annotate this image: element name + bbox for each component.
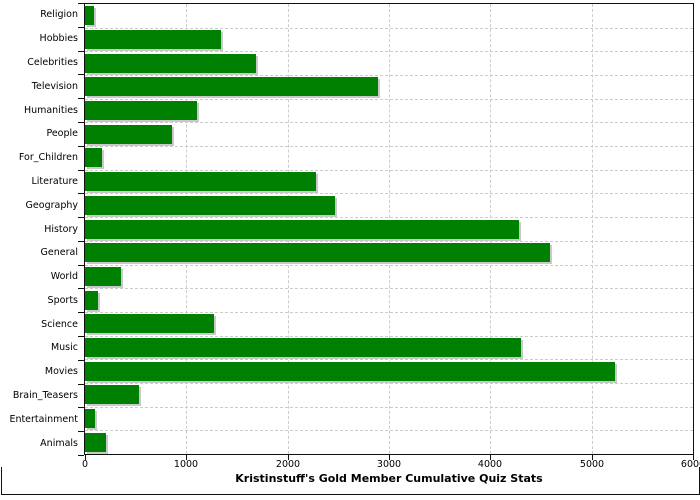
x-tick-0 <box>85 455 86 460</box>
bar-brain_teasers <box>85 385 139 404</box>
x-tick-1000 <box>186 455 187 460</box>
gridline-horizontal-7 <box>85 170 693 171</box>
y-label-people: People <box>46 128 78 139</box>
gridline-horizontal-13 <box>85 312 693 313</box>
y-label-brain_teasers: Brain_Teasers <box>12 390 78 401</box>
gridline-horizontal-12 <box>85 288 693 289</box>
chart-title: Kristinstuff's Gold Member Cumulative Qu… <box>235 472 543 485</box>
y-label-for_children: For_Children <box>18 152 78 163</box>
y-label-geography: Geography <box>25 200 78 211</box>
y-label-hobbies: Hobbies <box>39 33 78 44</box>
gridline-horizontal-6 <box>85 146 693 147</box>
bar-animals <box>85 433 106 452</box>
y-label-television: Television <box>31 81 78 92</box>
bar-religion <box>85 6 94 25</box>
y-label-celebrities: Celebrities <box>27 57 78 68</box>
gridline-horizontal-11 <box>85 265 693 266</box>
bar-general <box>85 243 550 262</box>
gridline-horizontal-16 <box>85 383 693 384</box>
y-tick-3 <box>78 74 84 75</box>
bar-humanities <box>85 101 197 120</box>
gridline-horizontal-4 <box>85 99 693 100</box>
y-label-religion: Religion <box>40 9 78 20</box>
y-tick-1 <box>78 27 84 28</box>
bar-entertainment <box>85 409 95 428</box>
gridline-horizontal-17 <box>85 407 693 408</box>
gridline-horizontal-5 <box>85 122 693 123</box>
y-tick-14 <box>78 336 84 337</box>
y-tick-15 <box>78 360 84 361</box>
x-tick-label-0: 0 <box>81 459 89 470</box>
gridline-horizontal-2 <box>85 51 693 52</box>
gridline-horizontal-1 <box>85 28 693 29</box>
y-tick-19 <box>78 455 84 456</box>
y-tick-13 <box>78 312 84 313</box>
y-tick-5 <box>78 122 84 123</box>
gridline-horizontal-18 <box>85 430 693 431</box>
gridline-horizontal-8 <box>85 193 693 194</box>
x-tick-label-6000: 6000 <box>680 459 700 470</box>
y-tick-9 <box>78 217 84 218</box>
x-tick-label-1000: 1000 <box>173 459 199 470</box>
plot-area <box>84 3 694 455</box>
y-tick-8 <box>78 193 84 194</box>
y-tick-7 <box>78 170 84 171</box>
bar-science <box>85 314 214 333</box>
y-tick-2 <box>78 51 84 52</box>
y-tick-10 <box>78 241 84 242</box>
y-tick-17 <box>78 407 84 408</box>
gridline-horizontal-10 <box>85 241 693 242</box>
y-label-history: History <box>44 224 78 235</box>
bar-people <box>85 125 172 144</box>
y-label-music: Music <box>50 342 78 353</box>
bar-geography <box>85 196 335 215</box>
y-label-world: World <box>50 271 78 282</box>
y-label-general: General <box>40 247 78 258</box>
bar-sports <box>85 291 98 310</box>
gridline-horizontal-14 <box>85 336 693 337</box>
bar-movies <box>85 362 615 381</box>
x-tick-3000 <box>389 455 390 460</box>
bar-for_children <box>85 148 102 167</box>
x-tick-4000 <box>490 455 491 460</box>
gridline-horizontal-15 <box>85 359 693 360</box>
gridline-vertical-5000 <box>592 4 593 454</box>
bottom-frame <box>1 467 700 495</box>
gridline-horizontal-9 <box>85 217 693 218</box>
bar-music <box>85 338 521 357</box>
y-tick-6 <box>78 146 84 147</box>
bar-world <box>85 267 121 286</box>
y-label-literature: Literature <box>31 176 78 187</box>
y-tick-4 <box>78 98 84 99</box>
y-tick-12 <box>78 288 84 289</box>
x-tick-label-3000: 3000 <box>376 459 402 470</box>
bar-history <box>85 220 519 239</box>
y-tick-0 <box>78 3 84 4</box>
bar-hobbies <box>85 30 221 49</box>
y-label-movies: Movies <box>44 366 78 377</box>
y-label-sports: Sports <box>47 295 78 306</box>
y-label-humanities: Humanities <box>23 105 78 116</box>
y-label-entertainment: Entertainment <box>9 414 78 425</box>
y-label-animals: Animals <box>40 438 78 449</box>
x-tick-label-2000: 2000 <box>275 459 301 470</box>
bar-celebrities <box>85 54 256 73</box>
bar-television <box>85 77 378 96</box>
y-tick-16 <box>78 384 84 385</box>
bar-literature <box>85 172 316 191</box>
y-tick-18 <box>78 431 84 432</box>
x-tick-5000 <box>592 455 593 460</box>
y-tick-11 <box>78 265 84 266</box>
x-tick-6000 <box>693 455 694 460</box>
gridline-horizontal-3 <box>85 75 693 76</box>
x-tick-label-5000: 5000 <box>579 459 605 470</box>
x-tick-2000 <box>288 455 289 460</box>
y-label-science: Science <box>41 319 78 330</box>
x-tick-label-4000: 4000 <box>477 459 503 470</box>
